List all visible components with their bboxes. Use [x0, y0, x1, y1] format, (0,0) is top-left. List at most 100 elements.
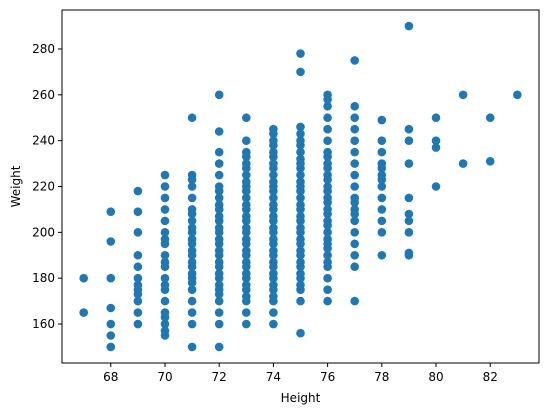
y-tick-label: 240 [32, 134, 55, 148]
data-point [350, 56, 360, 65]
data-point [431, 182, 441, 191]
data-point [79, 273, 88, 283]
y-axis-ticks: 160 180 200 220 240 260 280 [32, 42, 62, 331]
data-point [269, 257, 278, 267]
data-point [187, 170, 197, 180]
data-point [269, 200, 278, 210]
data-point [160, 216, 170, 226]
data-point [404, 136, 414, 145]
data-point [404, 228, 414, 237]
data-point [269, 234, 278, 244]
data-point [214, 296, 224, 306]
data-point [323, 296, 332, 306]
data-point [269, 319, 278, 329]
data-point [214, 342, 224, 352]
data-point [214, 257, 224, 267]
data-point [187, 342, 197, 352]
data-point [350, 136, 360, 145]
data-point [106, 342, 116, 352]
data-point [323, 234, 332, 244]
data-point [187, 308, 197, 317]
data-point [242, 113, 251, 123]
data-point [350, 228, 360, 237]
data-point [242, 292, 251, 301]
data-point [323, 273, 332, 283]
data-point [187, 193, 197, 203]
data-point [133, 207, 143, 217]
data-point [187, 296, 197, 306]
x-axis-ticks: 68 70 72 74 76 78 80 82 [103, 363, 498, 384]
data-point [242, 234, 251, 244]
data-point [350, 182, 360, 191]
data-point [242, 159, 251, 168]
data-point [323, 285, 332, 294]
data-point [296, 296, 305, 306]
data-point [133, 186, 143, 196]
data-point [242, 136, 251, 145]
data-point [377, 159, 387, 168]
data-point [323, 124, 332, 134]
data-point [296, 223, 305, 233]
x-tick-label: 80 [428, 370, 443, 384]
data-point [323, 136, 332, 145]
y-axis-label: Weight [9, 165, 23, 207]
data-point [214, 212, 224, 221]
data-point [160, 273, 170, 283]
data-point [296, 246, 305, 255]
data-point [404, 248, 414, 258]
data-point [242, 223, 251, 233]
data-point [350, 124, 360, 134]
data-point [296, 193, 305, 203]
data-point [377, 205, 387, 214]
data-point [323, 216, 332, 226]
data-point [269, 212, 278, 221]
data-point [377, 170, 387, 180]
data-point [106, 331, 116, 340]
data-point [269, 136, 278, 145]
y-tick-label: 280 [32, 42, 55, 56]
data-point [242, 308, 251, 317]
x-tick-label: 76 [320, 370, 335, 384]
data-point [242, 269, 251, 278]
data-point [214, 200, 224, 210]
data-point [296, 200, 305, 210]
data-point [377, 228, 387, 237]
data-point [242, 319, 251, 329]
data-point [133, 296, 143, 306]
data-point [214, 308, 224, 317]
data-point [187, 205, 197, 214]
data-point [404, 209, 414, 219]
data-point [187, 234, 197, 244]
x-tick-label: 72 [212, 370, 227, 384]
data-point [296, 212, 305, 221]
data-point [214, 234, 224, 244]
data-point [187, 246, 197, 255]
data-point [160, 250, 170, 260]
data-point [160, 257, 170, 267]
data-point [350, 216, 360, 226]
data-point [133, 319, 143, 329]
data-point [350, 296, 360, 306]
data-point [160, 319, 170, 329]
data-point [187, 319, 197, 329]
data-point [269, 159, 278, 168]
data-point [106, 237, 116, 246]
data-point [404, 124, 414, 134]
data-point [296, 280, 305, 290]
data-point [214, 280, 224, 290]
x-tick-label: 68 [103, 370, 118, 384]
data-point [431, 143, 441, 152]
data-point [377, 182, 387, 191]
data-point [377, 250, 387, 260]
data-point [350, 147, 360, 157]
data-point [160, 326, 170, 336]
data-point [269, 269, 278, 278]
data-point [296, 328, 305, 338]
data-point [458, 90, 468, 100]
data-point [106, 273, 116, 283]
data-point [269, 308, 278, 317]
data-point [404, 193, 414, 203]
y-tick-label: 220 [32, 180, 55, 194]
data-point [485, 156, 495, 166]
